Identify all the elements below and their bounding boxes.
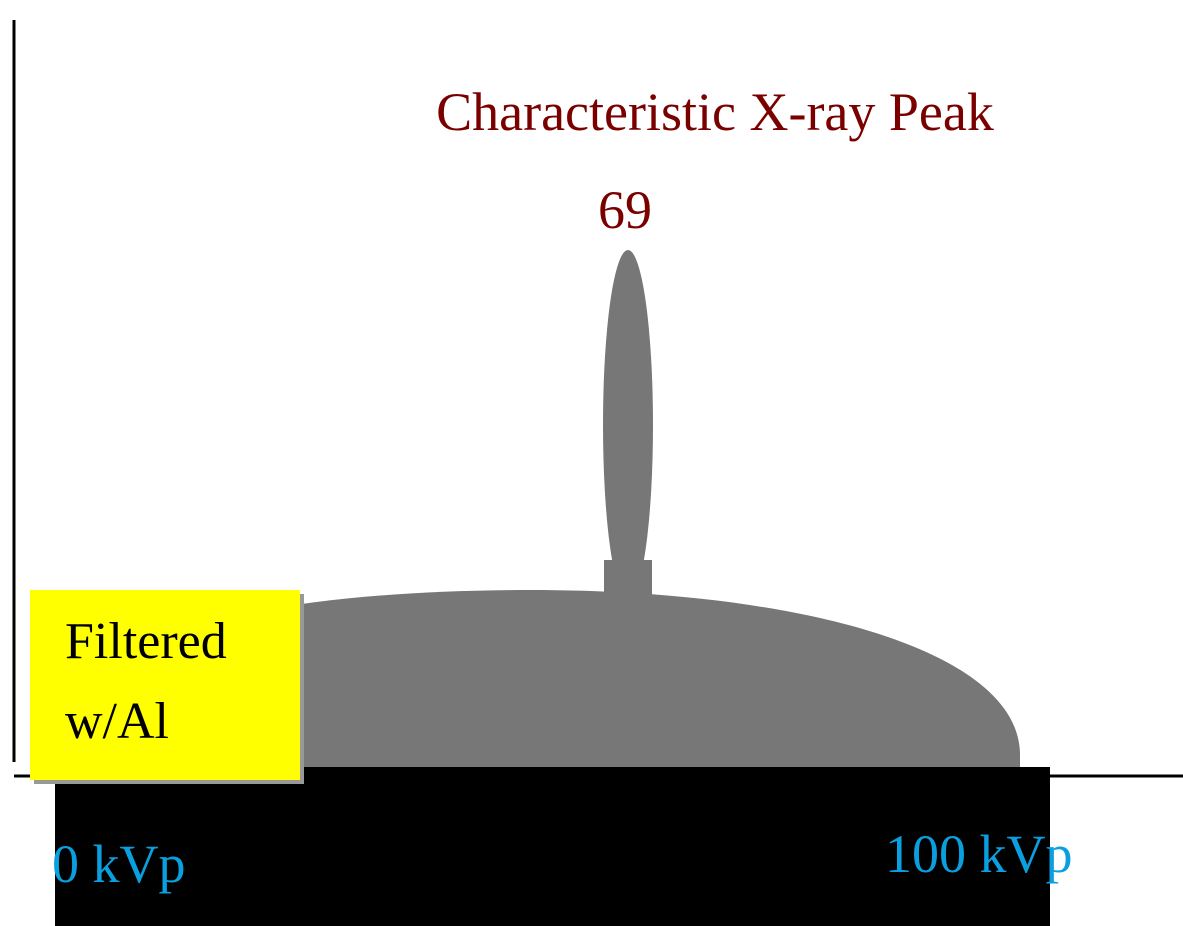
max-label: 100 kVp: [885, 824, 1073, 884]
note-box: [30, 590, 300, 780]
title: Characteristic X-ray Peak: [436, 82, 994, 142]
note-line: Filtered: [65, 613, 227, 670]
peak-base: [604, 560, 652, 620]
peak-label: 69: [598, 180, 652, 240]
axis-bar: [55, 767, 1050, 926]
characteristic-peak: [603, 250, 653, 600]
note-line: w/Al: [65, 693, 169, 750]
min-label: 0 kVp: [52, 834, 186, 894]
